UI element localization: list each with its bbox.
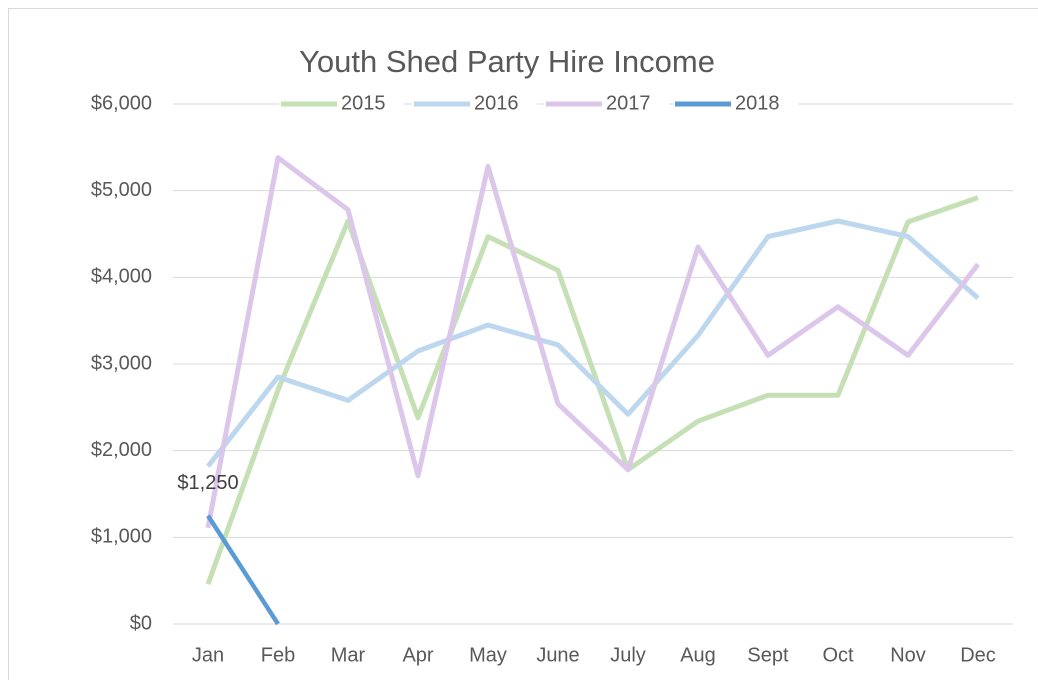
y-tick-label: $4,000 [91, 266, 152, 288]
series-line [206, 514, 280, 626]
y-tick-label: $6,000 [91, 92, 152, 114]
y-tick-label: $3,000 [91, 352, 152, 374]
legend-label: 2016 [474, 92, 519, 114]
x-tick-label: Aug [680, 644, 716, 666]
x-tick-label: Oct [822, 644, 854, 666]
x-tick-label: Mar [331, 644, 366, 666]
chart-frame [8, 8, 1038, 680]
x-tick-label: Apr [402, 644, 433, 666]
x-tick-label: Dec [960, 644, 996, 666]
chart-title: Youth Shed Party Hire Income [299, 44, 715, 79]
x-tick-label: July [610, 644, 646, 666]
legend-label: 2017 [606, 92, 651, 114]
x-tick-label: Feb [261, 644, 295, 666]
y-tick-label: $2,000 [91, 439, 152, 461]
y-tick-label: $1,000 [91, 526, 152, 548]
series-line [206, 218, 980, 468]
legend-label: 2018 [735, 92, 780, 114]
series-line [205, 155, 980, 529]
y-tick-label: $5,000 [91, 179, 152, 201]
data-label: $1,250 [177, 472, 238, 494]
x-tick-label: Nov [890, 644, 926, 666]
x-tick-label: Sept [747, 644, 789, 666]
series-line [205, 195, 979, 585]
legend-label: 2015 [341, 92, 386, 114]
x-tick-label: May [469, 644, 507, 666]
x-tick-label: Jan [192, 644, 224, 666]
y-tick-label: $0 [130, 612, 152, 634]
x-tick-label: June [536, 644, 579, 666]
